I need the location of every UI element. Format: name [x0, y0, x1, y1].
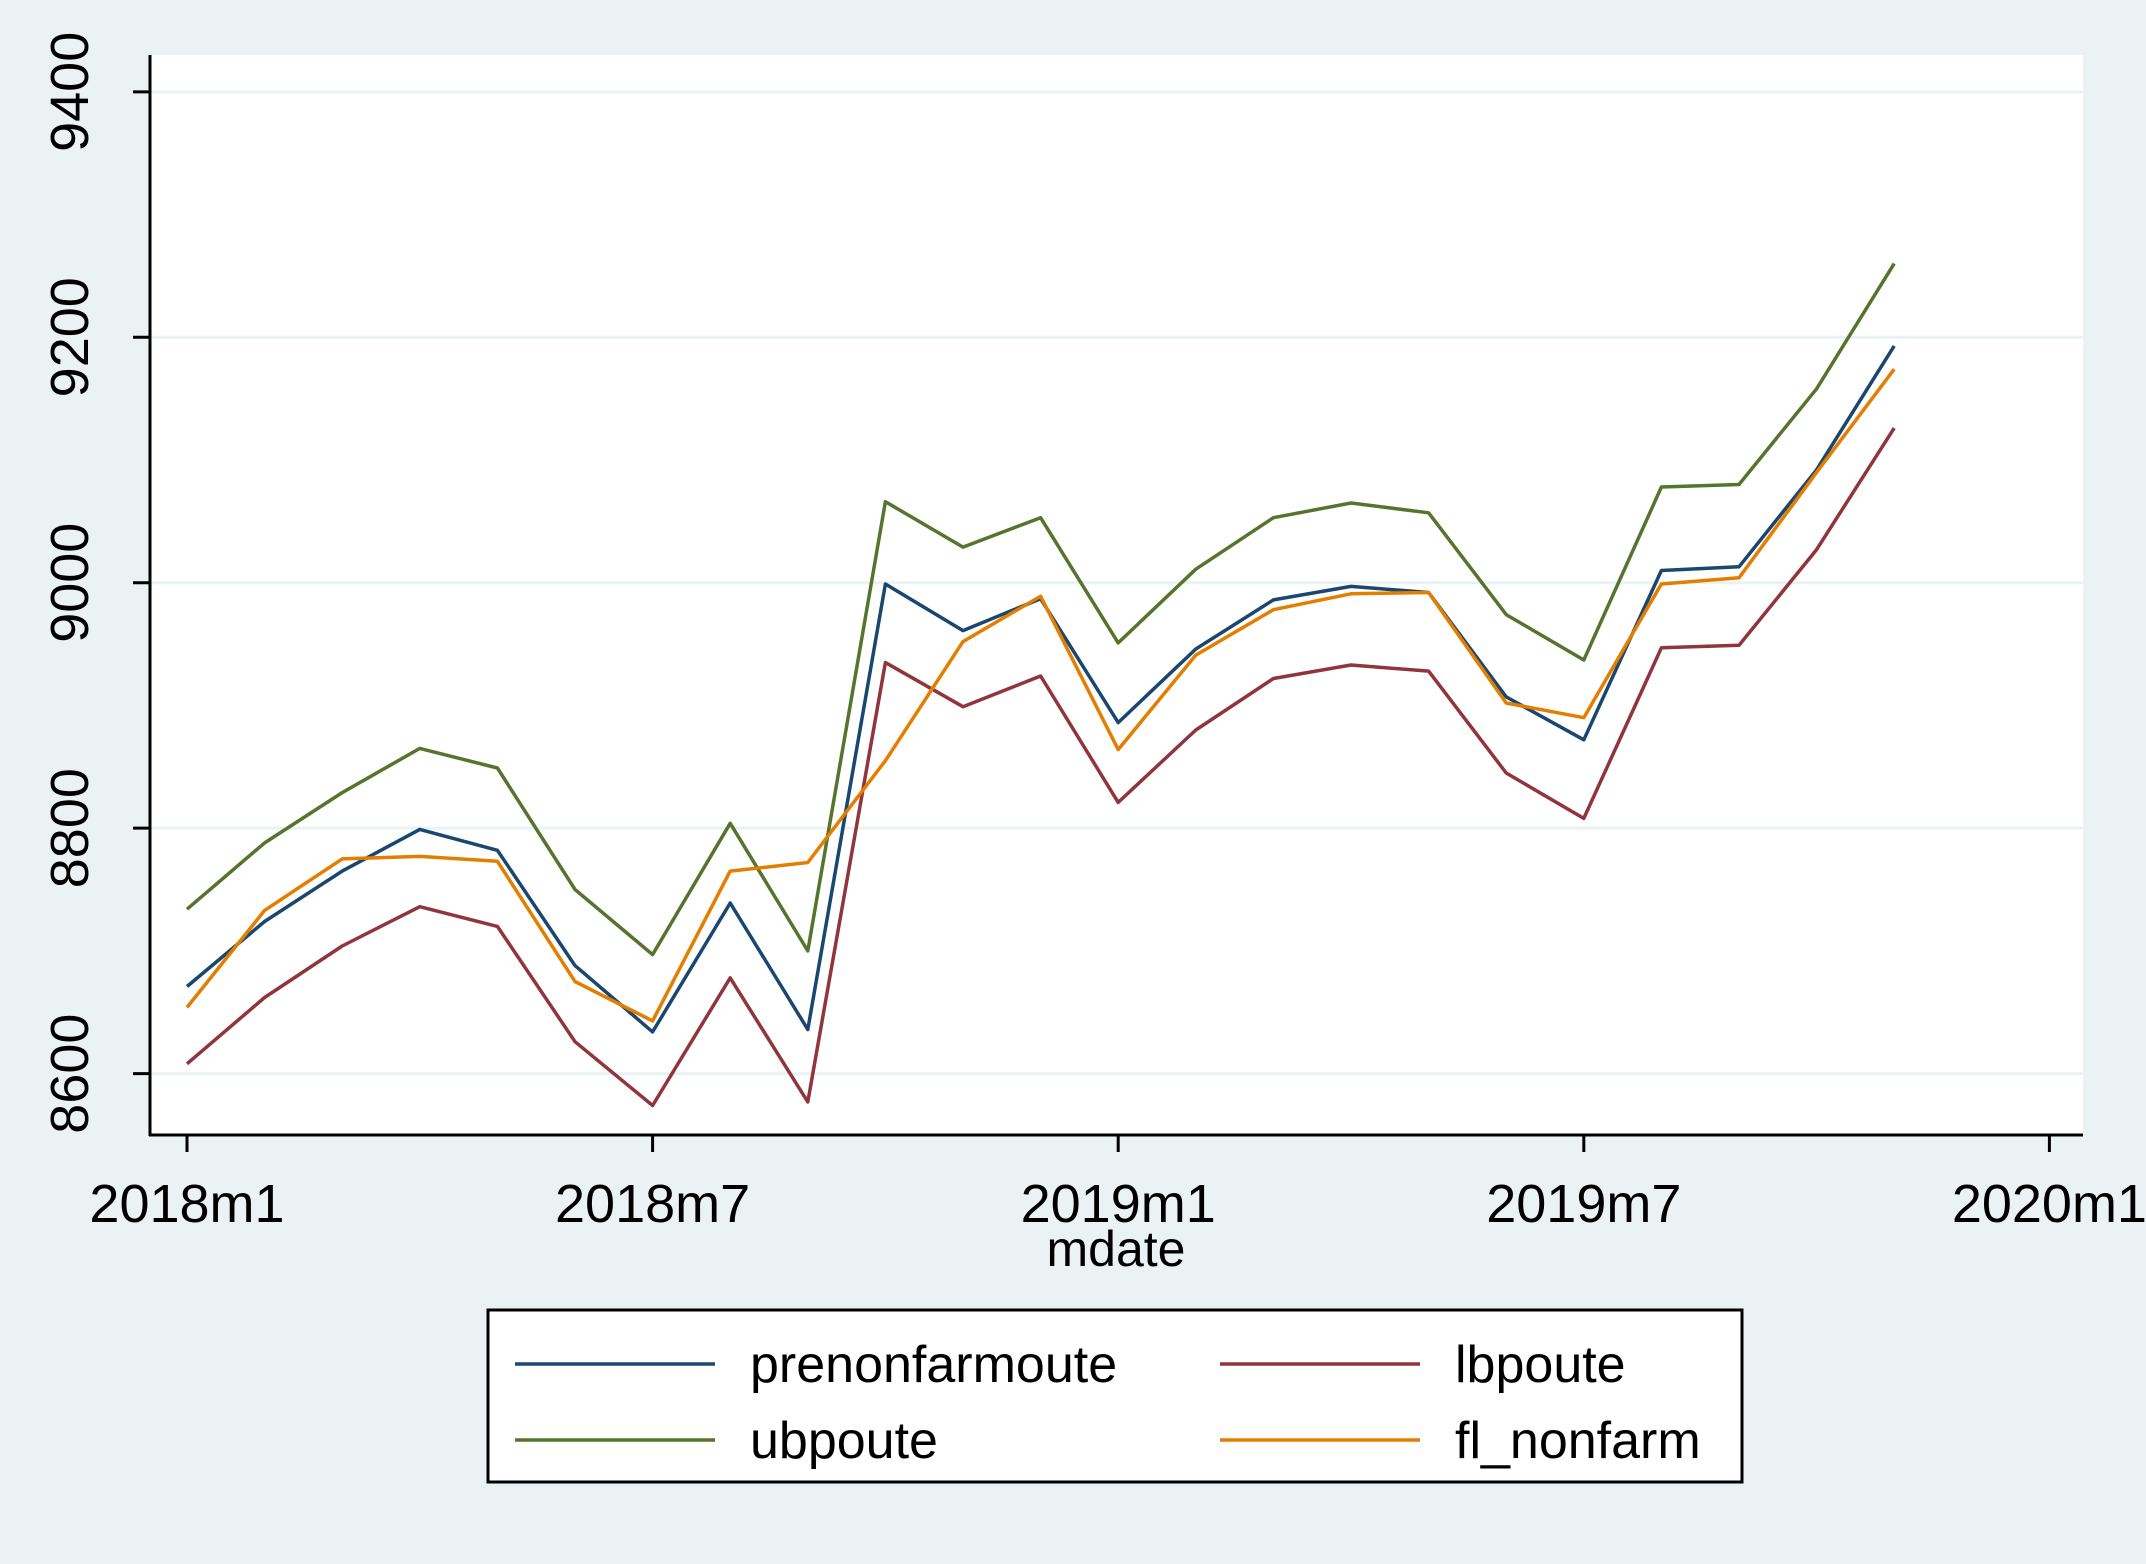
y-tick-label: 9000	[40, 523, 100, 643]
series-line-fl-nonfarm	[185, 368, 1896, 1023]
legend-label: ubpoute	[750, 1412, 938, 1470]
x-tick-label: 2018m7	[555, 1174, 750, 1234]
series-line-ubpoute	[185, 262, 1896, 957]
legend: prenonfarmoute lbpoute ubpoute fl_nonfarm	[486, 1308, 1744, 1484]
gridlines	[150, 90, 2083, 1076]
y-tick-label: 9200	[40, 277, 100, 397]
x-tick-label: 2018m1	[89, 1174, 284, 1234]
series-line-lbpoute	[185, 427, 1896, 1108]
x-axis-title: mdate	[1047, 1221, 1186, 1277]
legend-label: fl_nonfarm	[1455, 1412, 1701, 1470]
y-tick-label: 9400	[40, 32, 100, 152]
x-tick-label: 2019m1	[1021, 1174, 1216, 1234]
plot-background	[150, 55, 2083, 1135]
legend-label: lbpoute	[1455, 1336, 1626, 1394]
x-tick-label: 2020m1	[1952, 1174, 2146, 1234]
axes: 8600 8800 9000 9200 9400 2018m1 2018m7 2019m1 20…	[40, 32, 2146, 1234]
y-tick-label: 8800	[40, 768, 100, 888]
y-tick-label: 8600	[40, 1014, 100, 1134]
x-tick-label: 2019m7	[1486, 1174, 1681, 1234]
series-lines	[185, 262, 1896, 1108]
legend-box	[486, 1308, 1744, 1484]
legend-label: prenonfarmoute	[750, 1336, 1117, 1394]
